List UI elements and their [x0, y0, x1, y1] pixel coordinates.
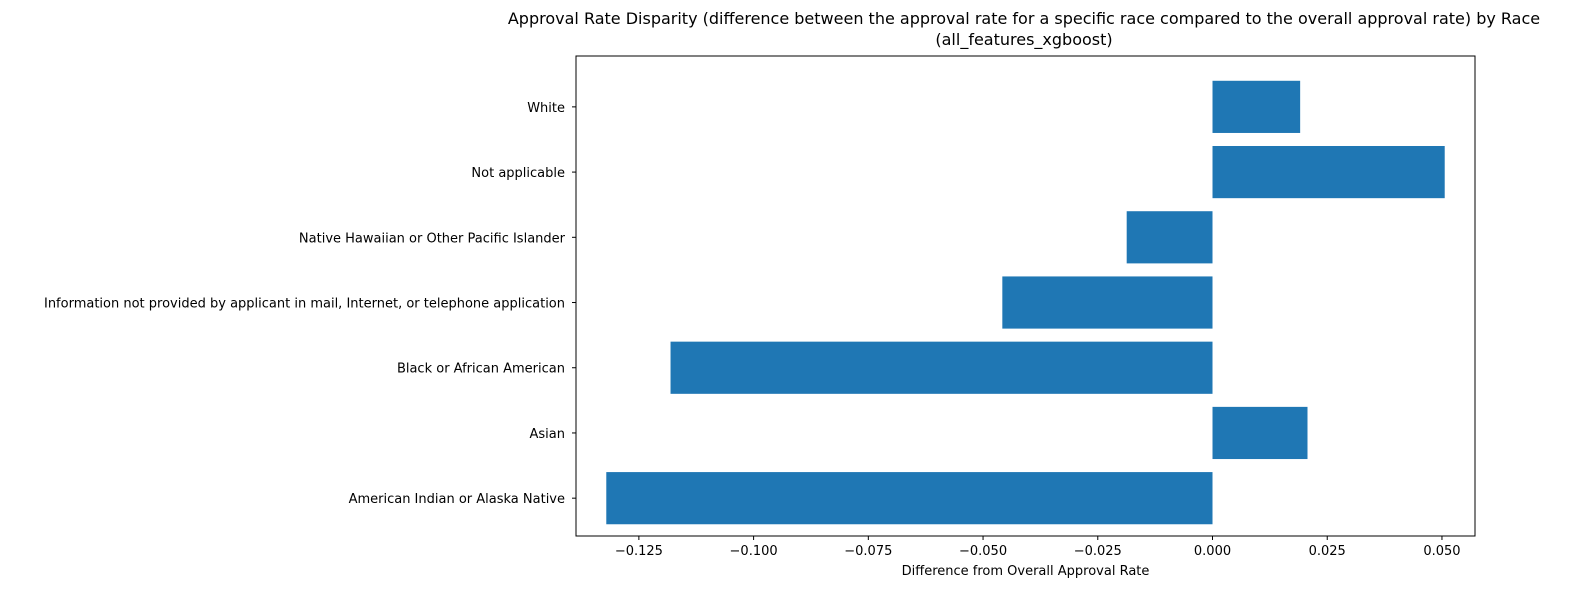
x-tick-label: −0.050 — [959, 544, 1007, 559]
y-tick-label: Black or African American — [397, 362, 565, 377]
y-axis: American Indian or Alaska Native Asian Bla… — [44, 101, 576, 507]
x-axis: −0.125 −0.100 −0.075 −0.050 −0.025 0.000 0.025… — [615, 536, 1461, 559]
bar — [1212, 80, 1301, 133]
y-tick-label: Not applicable — [471, 166, 565, 181]
x-tick-label: 0.025 — [1309, 544, 1346, 559]
y-tick-label: American Indian or Alaska Native — [349, 492, 565, 507]
y-tick-label: Native Hawaiian or Other Pacific Islande… — [299, 231, 566, 246]
bar — [1212, 146, 1445, 199]
y-tick-label: Asian — [530, 427, 565, 442]
chart-title: Approval Rate Disparity (difference betw… — [508, 9, 1540, 28]
bar — [670, 341, 1213, 394]
bar — [606, 472, 1213, 525]
y-tick-label: Information not provided by applicant in… — [44, 297, 565, 312]
x-tick-label: 0.000 — [1194, 544, 1231, 559]
x-tick-label: −0.025 — [1074, 544, 1122, 559]
x-tick-label: −0.125 — [615, 544, 663, 559]
x-tick-label: 0.050 — [1423, 544, 1460, 559]
bar — [1002, 276, 1213, 329]
bar — [1212, 406, 1308, 460]
x-axis-label: Difference from Overall Approval Rate — [902, 564, 1150, 579]
x-tick-label: −0.100 — [730, 544, 778, 559]
y-tick-label: White — [527, 101, 565, 116]
bar — [1126, 211, 1213, 264]
x-tick-label: −0.075 — [844, 544, 892, 559]
bars-layer — [606, 80, 1445, 525]
chart-subtitle: (all_features_xgboost) — [935, 30, 1112, 50]
plot-frame — [575, 55, 1476, 537]
